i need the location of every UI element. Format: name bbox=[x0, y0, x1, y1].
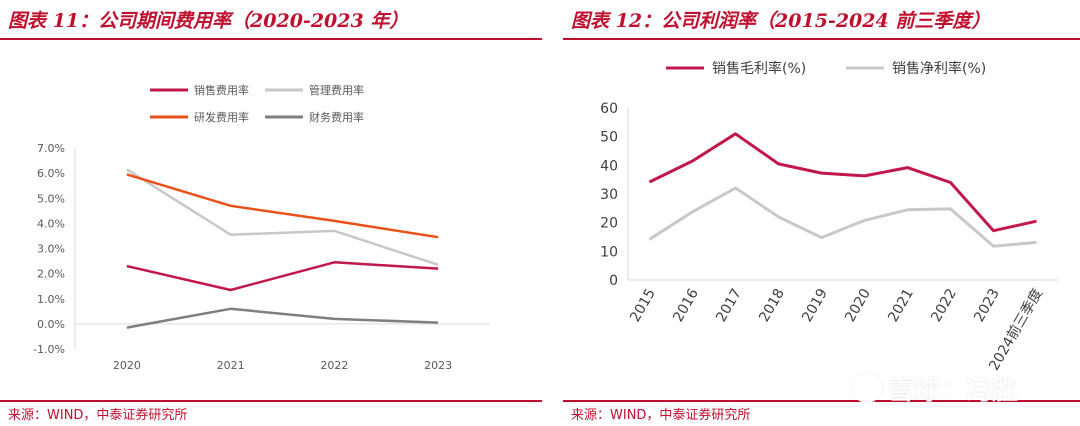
y-tick-label: 6.0% bbox=[37, 167, 65, 180]
y-tick-label: 50 bbox=[600, 130, 618, 146]
series-line bbox=[126, 307, 439, 329]
series-line bbox=[126, 173, 439, 239]
title-divider bbox=[0, 38, 542, 40]
y-tick-label: 3.0% bbox=[37, 243, 65, 256]
legend-label: 研发费用率 bbox=[194, 110, 249, 124]
source-divider bbox=[563, 400, 1080, 402]
watermark: 雪球：冯胜 bbox=[852, 370, 1018, 407]
series-line bbox=[126, 261, 439, 292]
legend-label: 财务费用率 bbox=[309, 110, 364, 124]
y-tick-label: 2.0% bbox=[37, 268, 65, 281]
x-tick-label: 2015 bbox=[627, 286, 659, 325]
x-tick-label: 2022 bbox=[320, 359, 348, 372]
series-line bbox=[648, 186, 1037, 248]
legend-label: 管理费用率 bbox=[309, 83, 364, 97]
legend-label: 销售净利率(%) bbox=[892, 60, 986, 77]
title-divider bbox=[563, 38, 1080, 40]
series-line bbox=[648, 132, 1037, 233]
y-tick-label: 20 bbox=[600, 216, 618, 232]
legend-label: 销售费用率 bbox=[194, 83, 249, 97]
chart-12-title: 图表 12：公司利润率（2015-2024 前三季度） bbox=[571, 10, 991, 32]
expense-ratio-chart: -1.0% 0.0% 1.0% 2.0% 3.0% 4.0% 5.0% 6.0% 7.0% 202… bbox=[33, 83, 490, 372]
source-note: 来源：WIND，中泰证券研究所 bbox=[8, 408, 188, 423]
y-tick-label: 4.0% bbox=[37, 217, 65, 230]
y-tick-label: 1.0% bbox=[37, 293, 65, 306]
y-tick-label: 0.0% bbox=[37, 318, 65, 331]
x-tick-label: 2018 bbox=[756, 286, 788, 325]
y-tick-label: 60 bbox=[600, 101, 618, 117]
source-note: 来源：WIND，中泰证券研究所 bbox=[571, 408, 751, 423]
y-tick-label: 5.0% bbox=[37, 192, 65, 205]
source-divider bbox=[0, 400, 542, 402]
y-tick-label: 30 bbox=[600, 187, 618, 203]
watermark-text: 雪球：冯胜 bbox=[888, 376, 1019, 406]
y-tick-label: 40 bbox=[600, 158, 618, 174]
x-tick-label: 2022 bbox=[928, 286, 960, 325]
x-tick-label: 2020 bbox=[842, 286, 874, 325]
x-tick-label: 2017 bbox=[713, 286, 745, 325]
x-tick-label: 2019 bbox=[799, 286, 831, 325]
legend-label: 销售毛利率(%) bbox=[712, 60, 806, 77]
x-tick-label: 2021 bbox=[217, 359, 245, 372]
y-tick-label: 0 bbox=[609, 273, 618, 289]
y-tick-label: 10 bbox=[600, 244, 618, 260]
x-tick-label: 2023 bbox=[424, 359, 452, 372]
y-tick-label: 7.0% bbox=[37, 142, 65, 155]
snowball-logo-icon bbox=[852, 373, 882, 403]
x-tick-label: 2020 bbox=[113, 359, 141, 372]
chart-11-title: 图表 11：公司期间费用率（2020-2023 年） bbox=[8, 10, 409, 32]
x-tick-label: 2016 bbox=[670, 286, 702, 325]
x-tick-label: 2023 bbox=[971, 286, 1003, 325]
left-chart-panel: 图表 11：公司期间费用率（2020-2023 年） -1.0% 0.0% 1.0%… bbox=[0, 10, 542, 423]
series-line bbox=[126, 168, 439, 266]
x-tick-label: 2021 bbox=[885, 286, 917, 325]
profit-margin-chart: 0 10 20 30 40 50 60 2015 2016 2017 2018 2019 2020 202… bbox=[600, 60, 1058, 373]
right-chart-panel: 图表 12：公司利润率（2015-2024 前三季度） 0 10 20 30 40 50 6… bbox=[563, 0, 1080, 426]
y-tick-label: -1.0% bbox=[33, 343, 65, 356]
